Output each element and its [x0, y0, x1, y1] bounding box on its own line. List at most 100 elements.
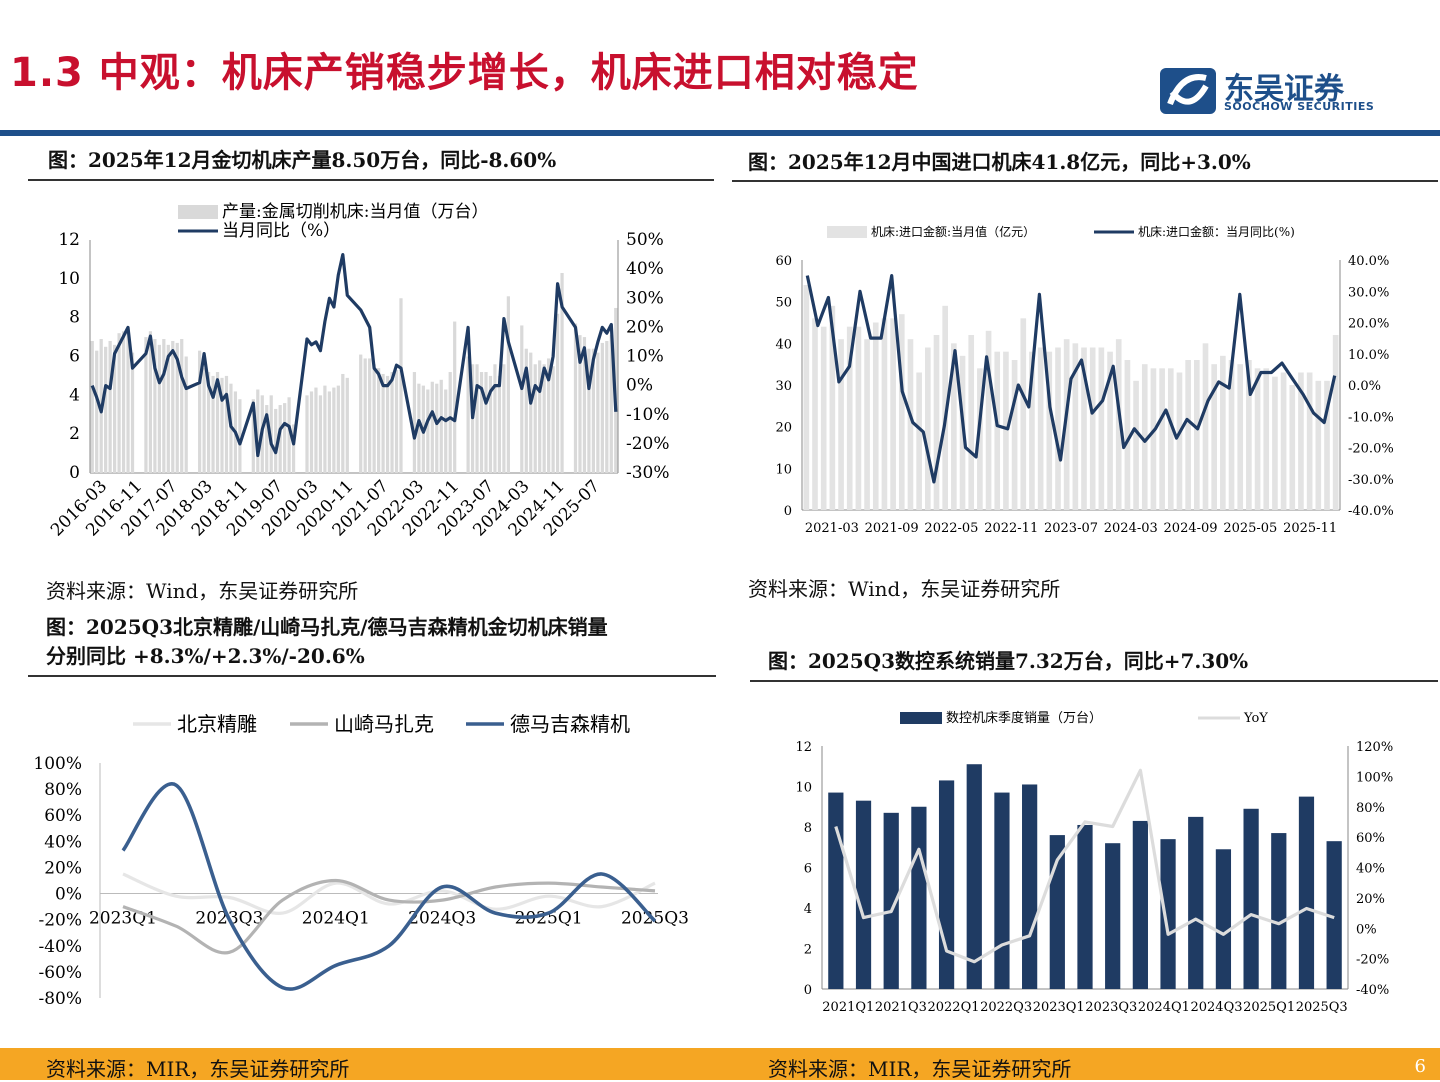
y-tick-label-left: 0: [784, 504, 792, 519]
y-tick-label-left: 10: [775, 462, 792, 477]
bar: [466, 356, 470, 473]
y-tick-label-right: 60%: [1356, 831, 1385, 846]
bar: [890, 318, 896, 510]
bar: [1324, 380, 1330, 510]
bar: [883, 812, 899, 989]
chart2-source: 资料来源：Wind，东吴证券研究所: [748, 577, 1061, 601]
bar: [820, 326, 827, 510]
x-tick-label: 2023-07: [1044, 521, 1098, 536]
bar: [1298, 796, 1315, 989]
bar: [278, 405, 282, 473]
bar: [846, 326, 853, 510]
x-tick-label: 2024Q3: [1190, 1000, 1242, 1015]
bar: [1115, 339, 1122, 510]
bar: [435, 383, 439, 473]
bar: [104, 346, 108, 473]
bar: [1298, 372, 1304, 510]
bar: [524, 348, 528, 473]
y-tick-label: 60%: [44, 806, 82, 826]
x-tick-label: 2025-11: [1283, 521, 1337, 536]
bar: [399, 298, 403, 473]
y-tick-label: -80%: [38, 989, 82, 1009]
bar: [488, 375, 493, 473]
bar: [95, 350, 99, 473]
legend-label: 北京精雕: [177, 712, 257, 736]
header-divider: [0, 130, 1440, 136]
bar: [1105, 843, 1121, 989]
y-tick-label-right: 50%: [626, 230, 664, 250]
x-tick-label: 2021Q3: [875, 1000, 927, 1015]
bar: [381, 373, 385, 473]
bar: [864, 339, 870, 510]
y-tick-label-left: 6: [804, 862, 812, 877]
bar: [1326, 841, 1342, 989]
y-tick-label-right: 30%: [626, 288, 664, 308]
bar: [475, 364, 479, 473]
bar: [206, 372, 211, 473]
bar: [363, 358, 367, 473]
chart1-production: 024681012-30%-20%-10%0%10%20%30%40%50%20…: [47, 202, 670, 540]
x-tick-label: 2022Q3: [980, 1000, 1032, 1015]
bar: [256, 389, 260, 473]
bar: [198, 350, 202, 473]
legend-label-line: YoY: [1243, 711, 1268, 726]
legend-swatch-bar: [178, 205, 218, 219]
bar: [394, 370, 399, 473]
series-line-3: [121, 782, 657, 991]
legend-label: 山崎马扎克: [334, 712, 434, 736]
chart2-title-rule: [732, 180, 1438, 182]
bar: [938, 780, 955, 989]
chart4-title-rule: [750, 680, 1438, 682]
bar: [202, 368, 206, 473]
bar: [1167, 368, 1174, 510]
bar: [336, 385, 340, 473]
bar: [211, 375, 215, 473]
bar: [444, 389, 448, 473]
bar: [390, 372, 394, 473]
x-tick-label: 2022-11: [984, 521, 1038, 536]
bar: [1037, 347, 1044, 510]
bar: [305, 395, 309, 473]
bar: [1055, 347, 1061, 510]
bar: [112, 344, 117, 473]
x-tick-label: 2025Q1: [1243, 1000, 1295, 1015]
bar: [1124, 360, 1131, 510]
x-tick-label: 2024Q3: [408, 909, 476, 929]
bar: [605, 340, 609, 473]
bar: [855, 800, 872, 989]
bar: [609, 335, 613, 473]
bar: [838, 339, 844, 510]
bar: [985, 330, 992, 510]
y-tick-label-left: 8: [804, 821, 812, 836]
y-tick-label-right: -10%: [626, 405, 670, 425]
bar: [551, 366, 555, 473]
bar: [1289, 385, 1296, 510]
bar: [439, 379, 443, 473]
legend-label-bar: 数控机床季度销量（万台）: [946, 710, 1102, 726]
bar: [224, 375, 229, 473]
bar: [911, 806, 927, 989]
bar: [287, 397, 291, 473]
bar: [108, 340, 112, 473]
bar: [215, 372, 220, 473]
bar: [130, 352, 135, 473]
y-tick-label: -20%: [38, 911, 82, 931]
bar: [359, 354, 363, 473]
bar: [121, 331, 126, 473]
x-tick-label: 2021-09: [865, 521, 919, 536]
bar: [951, 343, 957, 510]
y-tick-label: -40%: [38, 937, 82, 957]
bar: [327, 391, 332, 473]
x-tick-label: 2023Q1: [89, 909, 157, 929]
chart1-title: 图：2025年12月金切机床产量8.50万台，同比-8.60%: [48, 148, 557, 172]
bar: [1243, 808, 1259, 989]
y-tick-label: 0%: [55, 885, 82, 905]
bar: [1160, 839, 1176, 989]
bar: [1215, 849, 1232, 989]
bar: [220, 377, 224, 473]
bar: [977, 368, 983, 510]
y-tick-label-left: 2: [69, 424, 80, 444]
bar: [448, 372, 452, 473]
bar: [1272, 376, 1278, 510]
bar: [502, 364, 506, 473]
